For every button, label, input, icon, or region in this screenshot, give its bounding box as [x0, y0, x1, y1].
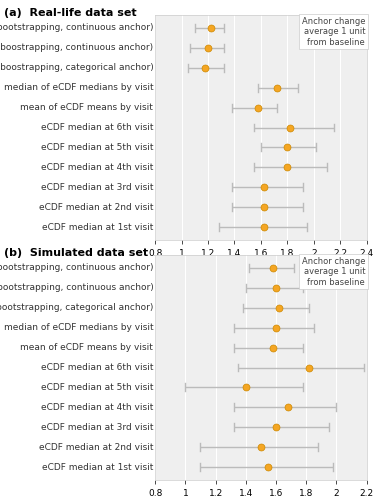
Text: RMM (bootstrapping, categorical anchor): RMM (bootstrapping, categorical anchor): [0, 304, 153, 312]
Text: Anchor change
average 1 unit
from baseline: Anchor change average 1 unit from baseli…: [302, 17, 365, 47]
Text: RMM (not bootstrapping, continuous anchor): RMM (not bootstrapping, continuous ancho…: [0, 264, 153, 272]
Text: Anchor change
average 1 unit
from baseline: Anchor change average 1 unit from baseli…: [301, 257, 365, 287]
Text: eCDF median at 5th visit: eCDF median at 5th visit: [41, 143, 153, 152]
Text: eCDF median at 3rd visit: eCDF median at 3rd visit: [41, 422, 153, 432]
Text: eCDF median at 1st visit: eCDF median at 1st visit: [42, 462, 153, 471]
Text: eCDF median at 4th visit: eCDF median at 4th visit: [41, 163, 153, 172]
Text: RMM (boostrapping, categorical anchor): RMM (boostrapping, categorical anchor): [0, 64, 153, 72]
Text: eCDF median at 3rd visit: eCDF median at 3rd visit: [41, 182, 153, 192]
Text: median of eCDF medians by visit: median of eCDF medians by visit: [4, 323, 153, 332]
Text: RMM (bootstrapping, continuous anchor): RMM (bootstrapping, continuous anchor): [0, 284, 153, 292]
Text: eCDF median at 6th visit: eCDF median at 6th visit: [41, 363, 153, 372]
Text: (a)  Real-life data set: (a) Real-life data set: [4, 8, 137, 18]
Text: RMM (not bootstrapping, continuous anchor): RMM (not bootstrapping, continuous ancho…: [0, 24, 153, 32]
Text: eCDF median at 6th visit: eCDF median at 6th visit: [41, 123, 153, 132]
Text: mean of eCDF means by visit: mean of eCDF means by visit: [21, 103, 153, 112]
Text: eCDF median at 4th visit: eCDF median at 4th visit: [41, 403, 153, 412]
Text: eCDF median at 5th visit: eCDF median at 5th visit: [41, 383, 153, 392]
Text: mean of eCDF means by visit: mean of eCDF means by visit: [21, 343, 153, 352]
Text: eCDF median at 1st visit: eCDF median at 1st visit: [42, 222, 153, 232]
Text: RMM (boostrapping, continuous anchor): RMM (boostrapping, continuous anchor): [0, 44, 153, 52]
X-axis label: Within-patient PRO change: Within-patient PRO change: [190, 262, 331, 272]
Text: eCDF median at 2nd visit: eCDF median at 2nd visit: [39, 202, 153, 211]
Text: eCDF median at 2nd visit: eCDF median at 2nd visit: [39, 442, 153, 452]
Text: median of eCDF medians by visit: median of eCDF medians by visit: [4, 83, 153, 92]
Text: (b)  Simulated data set: (b) Simulated data set: [4, 248, 148, 258]
